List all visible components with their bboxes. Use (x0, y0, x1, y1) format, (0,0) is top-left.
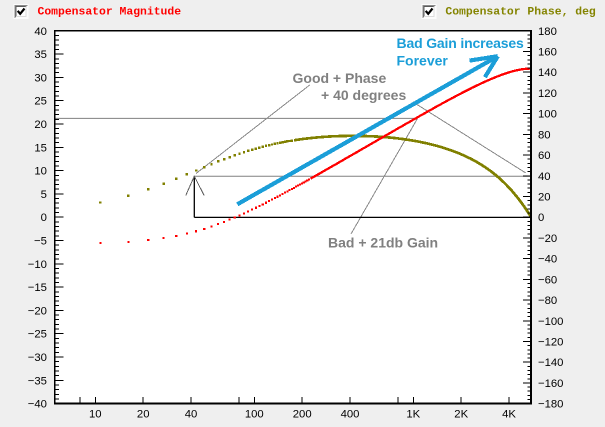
svg-text:−30: −30 (28, 352, 47, 364)
svg-text:40: 40 (185, 409, 198, 421)
svg-text:−140: −140 (538, 357, 563, 369)
svg-text:100: 100 (245, 409, 264, 421)
svg-text:+ 40 degrees: + 40 degrees (321, 87, 406, 103)
svg-text:2K: 2K (454, 409, 468, 421)
svg-text:120: 120 (538, 88, 557, 100)
svg-text:−20: −20 (28, 305, 47, 317)
svg-text:10: 10 (89, 409, 102, 421)
svg-text:−120: −120 (538, 337, 563, 349)
svg-text:−160: −160 (538, 378, 563, 390)
svg-text:Compensator Phase, deg: Compensator Phase, deg (445, 7, 596, 19)
svg-text:140: 140 (538, 67, 557, 79)
svg-text:20: 20 (538, 192, 551, 204)
svg-text:−40: −40 (28, 399, 47, 411)
svg-text:200: 200 (293, 409, 312, 421)
svg-text:35: 35 (34, 49, 47, 61)
svg-text:Bad + 21db Gain: Bad + 21db Gain (328, 235, 438, 251)
svg-text:Forever: Forever (397, 53, 449, 69)
svg-text:15: 15 (34, 142, 47, 154)
svg-text:−15: −15 (28, 282, 47, 294)
svg-text:−35: −35 (28, 375, 47, 387)
svg-text:1K: 1K (406, 409, 420, 421)
svg-text:60: 60 (538, 150, 551, 162)
svg-text:−5: −5 (34, 236, 47, 248)
svg-text:−100: −100 (538, 316, 563, 328)
svg-text:−20: −20 (538, 233, 557, 245)
svg-text:−80: −80 (538, 295, 557, 307)
svg-text:Good + Phase: Good + Phase (293, 70, 387, 86)
svg-text:80: 80 (538, 129, 551, 141)
svg-text:−180: −180 (538, 399, 563, 411)
svg-text:25: 25 (34, 96, 47, 108)
svg-text:40: 40 (34, 26, 47, 38)
svg-text:0: 0 (41, 212, 47, 224)
svg-text:100: 100 (538, 109, 557, 121)
svg-text:30: 30 (34, 72, 47, 84)
svg-text:Compensator Magnitude: Compensator Magnitude (38, 7, 182, 19)
svg-text:40: 40 (538, 171, 551, 183)
svg-text:−10: −10 (28, 259, 47, 271)
svg-text:20: 20 (137, 409, 150, 421)
svg-text:10: 10 (34, 166, 47, 178)
svg-text:160: 160 (538, 47, 557, 59)
svg-text:Bad Gain increases: Bad Gain increases (397, 35, 524, 51)
svg-text:4K: 4K (502, 409, 516, 421)
svg-text:180: 180 (538, 26, 557, 38)
svg-text:−60: −60 (538, 274, 557, 286)
svg-text:20: 20 (34, 119, 47, 131)
svg-text:400: 400 (341, 409, 360, 421)
svg-text:−40: −40 (538, 254, 557, 266)
svg-text:−25: −25 (28, 329, 47, 341)
svg-text:0: 0 (538, 212, 544, 224)
svg-text:5: 5 (41, 189, 47, 201)
